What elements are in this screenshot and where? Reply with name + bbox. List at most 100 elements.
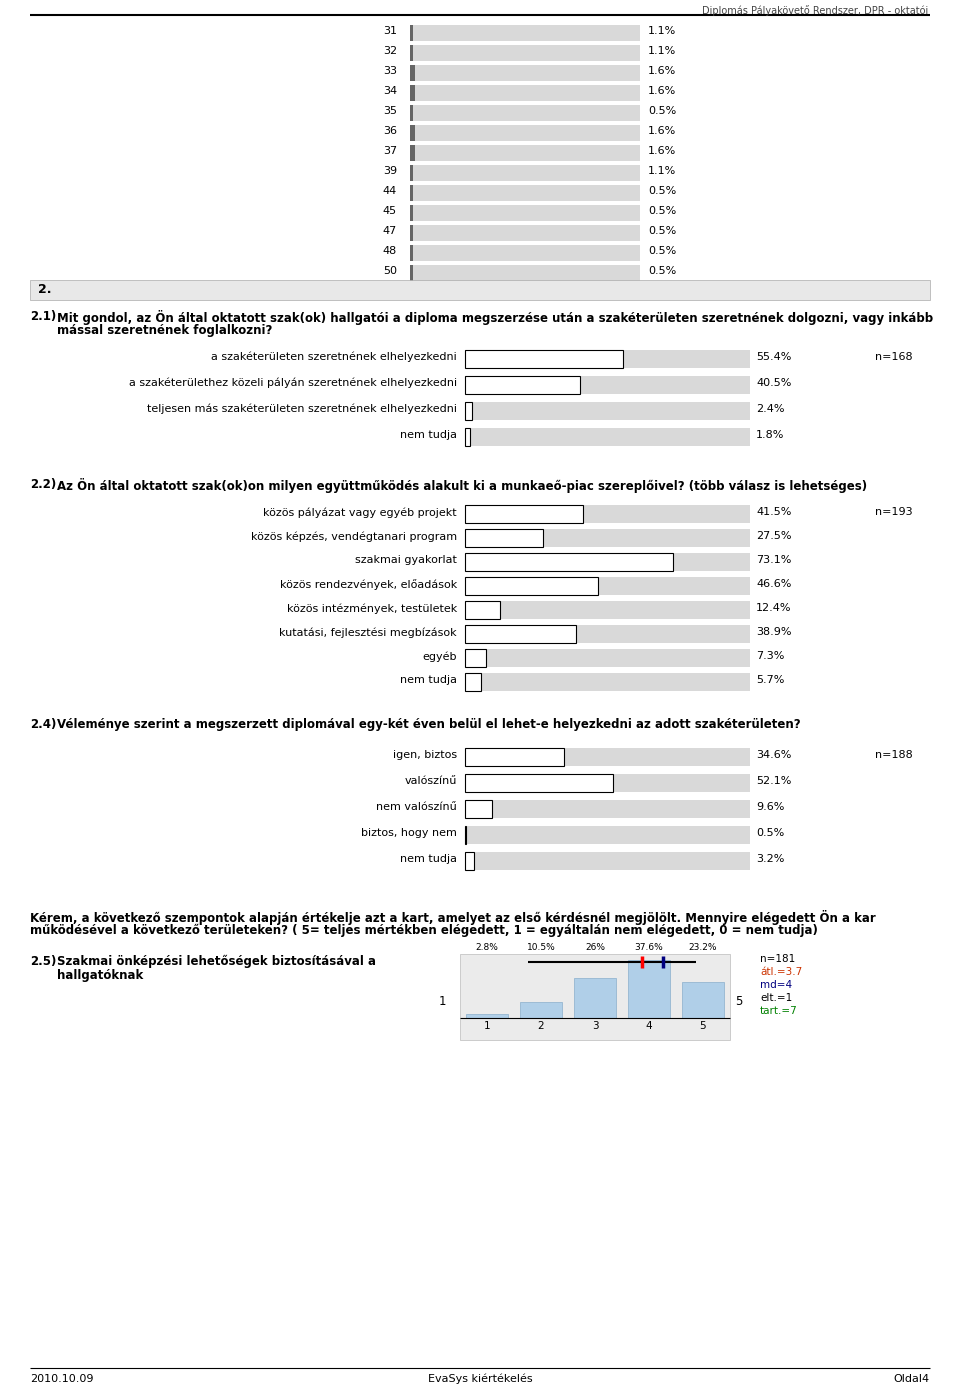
Text: 2.: 2.	[38, 283, 52, 296]
Text: közös képzés, vendégtanari program: közös képzés, vendégtanari program	[251, 531, 457, 541]
Bar	[465, 649, 486, 667]
Bar	[410, 66, 415, 81]
Text: Véleménye szerint a megszerzett diplomával egy-két éven belül el lehet-e helyezk: Véleménye szerint a megszerzett diplomáv…	[57, 718, 801, 731]
Text: 2.4%: 2.4%	[756, 405, 784, 414]
Text: tart.=7: tart.=7	[760, 1006, 798, 1016]
Bar	[410, 45, 640, 61]
Text: EvaSys kiértékelés: EvaSys kiértékelés	[428, 1374, 532, 1384]
Bar	[410, 205, 413, 220]
Text: 1: 1	[484, 1021, 491, 1031]
Bar	[465, 402, 750, 420]
Bar	[465, 601, 750, 619]
Bar	[410, 225, 413, 241]
Text: 1.6%: 1.6%	[648, 126, 676, 135]
Text: 39: 39	[383, 166, 397, 176]
Text: 37.6%: 37.6%	[635, 943, 663, 951]
Text: a szakéterületen szeretnének elhelyezkedni: a szakéterületen szeretnének elhelyezked…	[211, 352, 457, 363]
Text: n=181: n=181	[760, 954, 795, 964]
Text: kutatási, fejlesztési megbízások: kutatási, fejlesztési megbízások	[279, 626, 457, 638]
Bar	[410, 145, 415, 160]
Text: 2.5): 2.5)	[30, 956, 57, 968]
Bar	[410, 45, 414, 61]
Bar	[465, 505, 584, 523]
Bar	[465, 578, 598, 596]
Bar	[465, 852, 474, 870]
Text: 35: 35	[383, 106, 397, 116]
Bar	[465, 826, 750, 844]
Text: biztos, hogy nem: biztos, hogy nem	[361, 829, 457, 838]
Bar	[465, 529, 750, 547]
Text: Az Ön által oktatott szak(ok)on milyen együttműködés alakult ki a munkaeő-piac s: Az Ön által oktatott szak(ok)on milyen e…	[57, 478, 867, 492]
Bar	[410, 66, 640, 81]
Bar	[465, 350, 750, 368]
Bar	[465, 402, 472, 420]
Bar	[465, 625, 750, 643]
Text: 36: 36	[383, 126, 397, 135]
Text: elt.=1: elt.=1	[760, 993, 792, 1003]
Bar	[467, 1014, 508, 1018]
Text: mással szeretnének foglalkozni?: mással szeretnének foglalkozni?	[57, 324, 273, 338]
Bar	[465, 428, 470, 446]
Bar	[410, 165, 640, 181]
Bar	[520, 1002, 562, 1018]
Bar	[465, 552, 673, 571]
Bar	[410, 186, 413, 201]
Text: valószínű: valószínű	[404, 776, 457, 785]
Bar	[465, 826, 467, 844]
Text: 0.5%: 0.5%	[648, 246, 676, 257]
Bar	[410, 126, 415, 141]
Text: 2.1): 2.1)	[30, 310, 57, 324]
Text: 45: 45	[383, 206, 397, 216]
Text: md=4: md=4	[760, 981, 792, 990]
Bar	[460, 954, 730, 1041]
Text: 0.5%: 0.5%	[648, 106, 676, 116]
Text: szakmai gyakorlat: szakmai gyakorlat	[355, 555, 457, 565]
Text: 1.6%: 1.6%	[648, 86, 676, 96]
Bar	[465, 350, 623, 368]
Text: 1.1%: 1.1%	[648, 27, 676, 36]
Text: 2: 2	[538, 1021, 544, 1031]
Text: nem tudja: nem tudja	[400, 675, 457, 685]
Bar	[410, 246, 640, 261]
Text: 4: 4	[646, 1021, 652, 1031]
Text: nem tudja: nem tudja	[400, 854, 457, 864]
Text: 44: 44	[383, 186, 397, 197]
Text: 0.5%: 0.5%	[648, 206, 676, 216]
Text: 5.7%: 5.7%	[756, 675, 784, 685]
Text: 1.6%: 1.6%	[648, 66, 676, 75]
Bar	[465, 672, 481, 691]
Text: n=193: n=193	[875, 506, 913, 518]
Text: 0.5%: 0.5%	[648, 186, 676, 197]
Text: 46.6%: 46.6%	[756, 579, 791, 589]
Bar	[410, 265, 413, 280]
Text: 32: 32	[383, 46, 397, 56]
Bar	[465, 377, 581, 393]
Bar	[683, 982, 724, 1018]
Text: 5: 5	[700, 1021, 707, 1031]
Text: 5: 5	[735, 995, 742, 1009]
Bar	[465, 672, 750, 691]
Text: 48: 48	[383, 246, 397, 257]
Bar	[465, 748, 564, 766]
Bar	[465, 799, 492, 817]
Text: nem tudja: nem tudja	[400, 430, 457, 439]
Bar	[410, 25, 414, 40]
Text: 23.2%: 23.2%	[688, 943, 717, 951]
Text: nem valószínű: nem valószínű	[376, 802, 457, 812]
Text: 55.4%: 55.4%	[756, 352, 791, 361]
Bar	[465, 649, 750, 667]
Text: egyéb: egyéb	[422, 651, 457, 661]
Text: 73.1%: 73.1%	[756, 555, 791, 565]
Bar	[410, 246, 413, 261]
Text: 27.5%: 27.5%	[756, 531, 791, 541]
Text: 3: 3	[591, 1021, 598, 1031]
Text: teljesen más szakéterületen szeretnének elhelyezkedni: teljesen más szakéterületen szeretnének …	[147, 405, 457, 414]
Bar	[465, 529, 543, 547]
Bar	[465, 552, 750, 571]
Text: hallgatóknak: hallgatóknak	[57, 970, 143, 982]
Bar	[410, 205, 640, 220]
Text: 1: 1	[439, 995, 445, 1009]
Bar	[410, 265, 640, 280]
Bar	[30, 280, 930, 300]
Text: 1.1%: 1.1%	[648, 166, 676, 176]
